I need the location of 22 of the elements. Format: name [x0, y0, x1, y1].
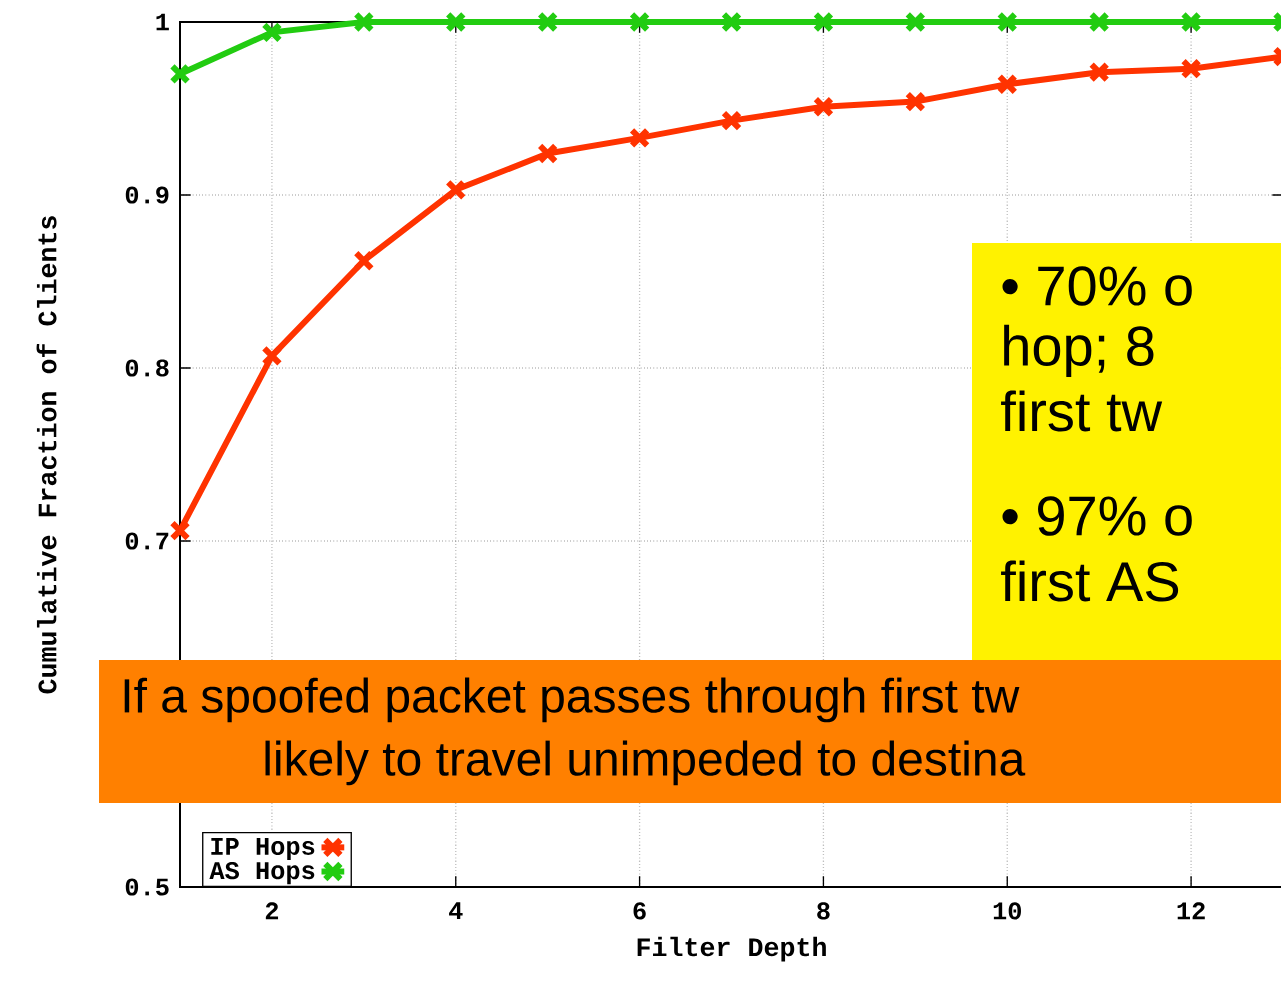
- x-tick-label: 10: [993, 902, 1021, 920]
- annotation: • 70% o: [1002, 266, 1192, 306]
- legend-label: IP Hops: [211, 838, 315, 860]
- y-tick-label: 0.8: [125, 359, 169, 377]
- x-tick-label: 12: [1177, 902, 1205, 920]
- y-tick-label: 0.5: [125, 878, 169, 896]
- x-axis-title: Filter Depth: [637, 936, 826, 962]
- y-tick-label: 1: [156, 13, 169, 31]
- annotation: If a spoofed packet passes through first tw: [124, 677, 1020, 723]
- annotation: first AS: [1001, 560, 1179, 602]
- x-tick-label: 4: [449, 902, 463, 920]
- y-tick-label: 0.9: [125, 186, 169, 204]
- x-tick-label: 2: [265, 902, 279, 920]
- y-tick-label: 0.7: [125, 532, 169, 550]
- annotation: first tw: [1001, 390, 1163, 432]
- y-axis-title: Cumulative Fraction of Clients: [36, 216, 57, 694]
- annotation: hop; 8: [1004, 324, 1154, 378]
- x-tick-label: 6: [633, 902, 646, 920]
- annotation: • 97% o: [1002, 496, 1192, 536]
- annotation: likely to travel unimpeded to destina: [265, 740, 1026, 786]
- legend-label: AS Hops: [209, 862, 315, 885]
- x-tick-label: 8: [817, 902, 830, 920]
